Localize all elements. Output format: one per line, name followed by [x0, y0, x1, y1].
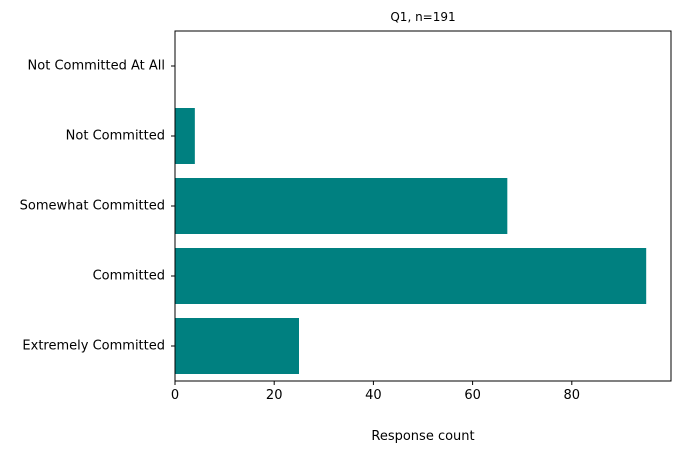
y-tick-label: Extremely Committed: [22, 339, 165, 354]
x-tick-label: 60: [464, 388, 481, 403]
y-tick-label: Not Committed At All: [28, 59, 165, 74]
x-tick-label: 0: [171, 388, 179, 403]
y-axis: Not Committed At All Not Committed Somewha…: [20, 59, 175, 354]
bar: [175, 178, 508, 234]
x-tick-label: 20: [266, 388, 283, 403]
bar: [175, 108, 195, 164]
x-tick-label: 80: [564, 388, 581, 403]
x-axis: 0 20 40 60 80: [171, 381, 580, 403]
chart-title: Q1, n=191: [390, 10, 455, 24]
x-tick-label: 40: [365, 388, 382, 403]
bars-layer: [175, 108, 647, 374]
y-tick-label: Somewhat Committed: [20, 199, 165, 214]
bar: [175, 248, 647, 304]
y-tick-label: Committed: [93, 269, 165, 284]
x-axis-label: Response count: [371, 429, 474, 444]
y-tick-label: Not Committed: [66, 129, 165, 144]
bar: [175, 318, 299, 374]
